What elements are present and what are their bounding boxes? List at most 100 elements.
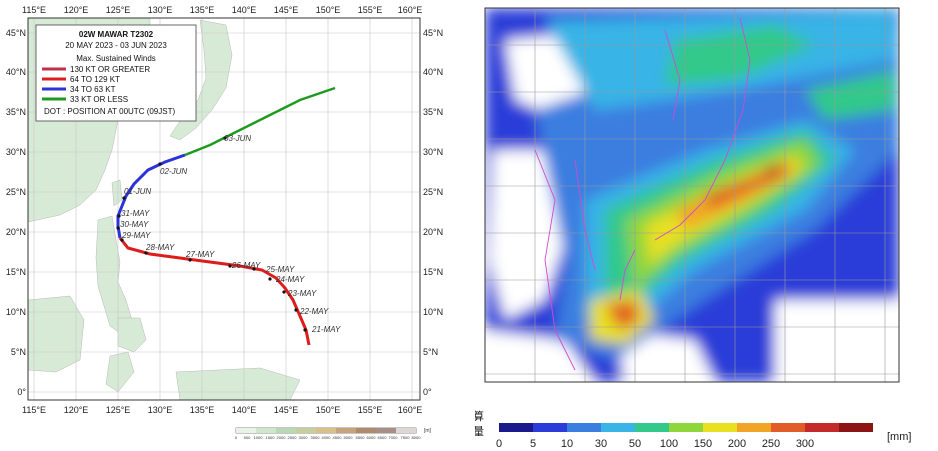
svg-text:5: 5	[530, 438, 536, 450]
svg-text:4500: 4500	[333, 435, 343, 440]
svg-text:30°N: 30°N	[6, 147, 26, 157]
svg-text:7500: 7500	[401, 435, 411, 440]
lat-labels-right: 45°N 40°N 35°N 30°N 25°N 20°N 15°N 10°N …	[423, 28, 443, 397]
daily-position-dots	[116, 136, 307, 332]
svg-text:0: 0	[496, 438, 502, 450]
svg-text:20°N: 20°N	[6, 227, 26, 237]
svg-text:10: 10	[561, 438, 573, 450]
svg-text:25°N: 25°N	[423, 187, 443, 197]
date-label-30-may: 30-MAY	[120, 220, 149, 229]
date-label-03-jun: 03-JUN	[224, 134, 251, 143]
svg-text:2500: 2500	[288, 435, 298, 440]
svg-text:1000: 1000	[254, 435, 264, 440]
svg-text:40°N: 40°N	[6, 67, 26, 77]
legend-subtitle: Max. Sustained Winds	[76, 54, 156, 63]
svg-text:10°N: 10°N	[423, 307, 443, 317]
date-label-01-jun: 01-JUN	[124, 187, 151, 196]
rainfall-field	[485, 8, 899, 382]
svg-text:125°E: 125°E	[106, 405, 131, 415]
track-segment-33kt-or-less	[184, 86, 336, 157]
svg-text:30: 30	[595, 438, 607, 450]
date-label-21-may: 21-MAY	[311, 325, 341, 334]
colorbar-ticks: 0 5 10 30 50 100 150 200 250 300	[496, 438, 814, 450]
svg-text:4000: 4000	[322, 435, 332, 440]
svg-text:8000: 8000	[412, 435, 422, 440]
svg-text:500: 500	[244, 435, 251, 440]
svg-text:40°N: 40°N	[423, 67, 443, 77]
svg-text:150°E: 150°E	[316, 405, 341, 415]
date-label-31-may: 31-MAY	[121, 209, 150, 218]
legend-item-33kt: 33 KT OR LESS	[70, 95, 128, 104]
track-segment-64-129kt	[118, 237, 311, 346]
svg-text:3000: 3000	[299, 435, 309, 440]
svg-text:155°E: 155°E	[358, 5, 383, 15]
svg-text:160°E: 160°E	[398, 405, 423, 415]
svg-text:150°E: 150°E	[316, 5, 341, 15]
svg-text:135°E: 135°E	[190, 405, 215, 415]
svg-text:100: 100	[660, 438, 678, 450]
svg-text:130°E: 130°E	[148, 5, 173, 15]
legend-dates: 20 MAY 2023 - 03 JUN 2023	[65, 41, 167, 50]
svg-text:35°N: 35°N	[6, 107, 26, 117]
date-label-29-may: 29-MAY	[121, 231, 151, 240]
svg-text:135°E: 135°E	[190, 5, 215, 15]
svg-text:5°N: 5°N	[11, 347, 26, 357]
svg-text:120°E: 120°E	[64, 5, 89, 15]
svg-text:250: 250	[762, 438, 780, 450]
legend-item-34-63kt: 34 TO 63 KT	[70, 85, 116, 94]
legend-item-64-129kt: 64 TO 129 KT	[70, 75, 120, 84]
track-legend: 02W MAWAR T2302 20 MAY 2023 - 03 JUN 202…	[35, 24, 197, 122]
svg-text:5°N: 5°N	[423, 347, 438, 357]
svg-text:7000: 7000	[389, 435, 399, 440]
coastline-outline	[534, 17, 751, 371]
rain-graticule	[485, 8, 899, 382]
date-label-24-may: 24-MAY	[275, 275, 305, 284]
elevation-scale-bar: 0 500 1000 1500 2000 2500 3000 3500 4000…	[235, 427, 432, 440]
svg-text:145°E: 145°E	[274, 5, 299, 15]
svg-text:15°N: 15°N	[423, 267, 443, 277]
svg-text:6500: 6500	[378, 435, 388, 440]
svg-text:2000: 2000	[277, 435, 287, 440]
svg-text:160°E: 160°E	[398, 5, 423, 15]
svg-text:3500: 3500	[311, 435, 321, 440]
rainfall-map: 積算 雨量 0 5 10 30 50 100 150 200 250 300 […	[475, 7, 911, 450]
svg-text:20°N: 20°N	[423, 227, 443, 237]
date-label-28-may: 28-MAY	[145, 243, 175, 252]
svg-text:1500: 1500	[266, 435, 276, 440]
svg-text:125°E: 125°E	[106, 5, 131, 15]
legend-dot-note: DOT : POSITION AT 00UTC (09JST)	[44, 107, 175, 116]
svg-text:0: 0	[235, 435, 238, 440]
svg-text:10°N: 10°N	[6, 307, 26, 317]
date-label-02-jun: 02-JUN	[160, 167, 187, 176]
svg-text:0°: 0°	[17, 387, 26, 397]
colorbar-title-line2: 雨量	[475, 425, 484, 438]
svg-text:30°N: 30°N	[423, 147, 443, 157]
typhoon-track-map: 21-MAY 22-MAY 23-MAY 24-MAY 25-MAY 26-MA…	[6, 5, 443, 440]
svg-text:300: 300	[796, 438, 814, 450]
svg-text:130°E: 130°E	[148, 405, 173, 415]
svg-text:140°E: 140°E	[232, 405, 257, 415]
colorbar-title-line1: 積算	[475, 409, 484, 423]
svg-text:45°N: 45°N	[423, 28, 443, 38]
svg-text:35°N: 35°N	[423, 107, 443, 117]
svg-text:5500: 5500	[356, 435, 366, 440]
svg-text:200: 200	[728, 438, 746, 450]
svg-text:6000: 6000	[367, 435, 377, 440]
svg-text:5000: 5000	[344, 435, 354, 440]
date-label-23-may: 23-MAY	[287, 289, 317, 298]
svg-text:50: 50	[629, 438, 641, 450]
lon-labels-bottom: 115°E 120°E 125°E 130°E 135°E 140°E 145°…	[22, 405, 422, 415]
svg-text:0°: 0°	[423, 387, 432, 397]
date-label-25-may: 25-MAY	[265, 265, 295, 274]
svg-text:120°E: 120°E	[64, 405, 89, 415]
legend-item-130kt: 130 KT OR GREATER	[70, 65, 150, 74]
svg-text:115°E: 115°E	[22, 5, 46, 15]
svg-text:150: 150	[694, 438, 712, 450]
svg-text:145°E: 145°E	[274, 405, 299, 415]
lon-labels-top: 115°E 120°E 125°E 130°E 135°E 140°E 145°…	[22, 5, 422, 15]
svg-text:45°N: 45°N	[6, 28, 26, 38]
colorbar-unit: [mm]	[887, 431, 911, 443]
lat-labels-left: 45°N 40°N 35°N 30°N 25°N 20°N 15°N 10°N …	[6, 28, 27, 397]
rainfall-colorbar: 積算 雨量 0 5 10 30 50 100 150 200 250 300 […	[475, 409, 911, 450]
date-label-26-may: 26-MAY	[231, 261, 261, 270]
